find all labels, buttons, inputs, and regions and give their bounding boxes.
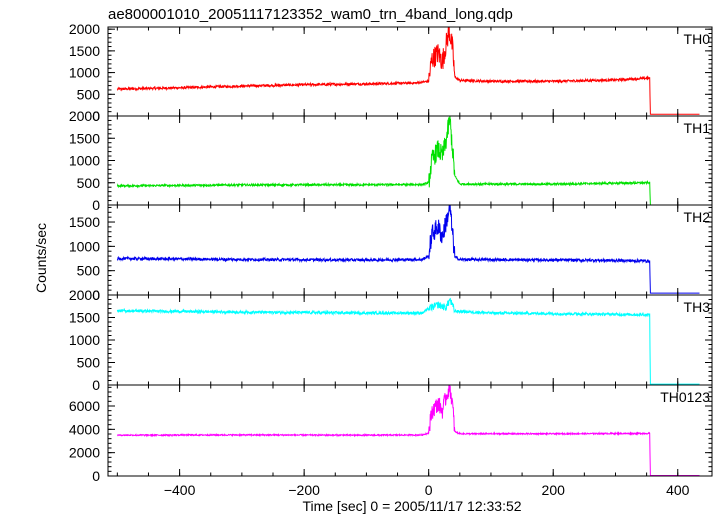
panel-th0123: 0 2000 4000 6000 TH0123 bbox=[69, 384, 713, 484]
x-tick-label: 200 bbox=[542, 482, 566, 498]
panel-frame bbox=[107, 384, 713, 477]
x-tick-label: 400 bbox=[666, 482, 690, 498]
panel-th1: 0 500 1000 1500 2000 TH1 bbox=[69, 108, 713, 213]
y-tick-label: 1500 bbox=[69, 43, 100, 59]
panel-frame bbox=[107, 204, 713, 296]
y-tick-label: 2000 bbox=[69, 287, 100, 303]
y-axis-label: Counts/sec bbox=[33, 223, 49, 293]
panel-frame bbox=[107, 115, 713, 206]
y-tick-label: 0 bbox=[92, 468, 100, 484]
panel-th2: 0 500 1000 1500 TH2 bbox=[69, 204, 713, 303]
y-tick-label: 4000 bbox=[69, 421, 100, 437]
y-tick-label: 0 bbox=[92, 287, 100, 303]
panel-frame bbox=[107, 294, 713, 386]
panel-th3: 0 500 1000 1500 2000 TH3 bbox=[69, 287, 713, 393]
y-tick-label: 500 bbox=[77, 355, 101, 371]
y-tick-label: 6000 bbox=[69, 398, 100, 414]
y-tick-label: 500 bbox=[77, 263, 101, 279]
series-line-th3 bbox=[116, 297, 700, 385]
series-label-th1: TH1 bbox=[684, 120, 711, 136]
series-line-th0123 bbox=[116, 384, 700, 476]
x-tick-label: 0 bbox=[425, 482, 433, 498]
panel-th0: 0 500 1000 1500 2000 TH0 bbox=[69, 21, 713, 124]
y-tick-label: 1500 bbox=[69, 130, 100, 146]
series-line-th1 bbox=[116, 115, 700, 206]
y-tick-label: 1000 bbox=[69, 238, 100, 254]
x-axis-label: Time [sec] 0 = 2005/11/17 12:33:52 bbox=[302, 498, 521, 514]
x-tick-label: −200 bbox=[288, 482, 320, 498]
y-tick-label: 2000 bbox=[69, 108, 100, 124]
y-tick-label: 2000 bbox=[69, 445, 100, 461]
y-tick-label: 0 bbox=[92, 197, 100, 213]
panel-frame bbox=[107, 26, 713, 117]
y-tick-label: 0 bbox=[92, 377, 100, 393]
series-line-th2 bbox=[116, 204, 700, 294]
y-tick-label: 1500 bbox=[69, 214, 100, 230]
chart-panels: 0500100015002000TH00500100015002000TH105… bbox=[69, 21, 713, 498]
y-tick-label: 500 bbox=[77, 175, 101, 191]
series-label-th0: TH0 bbox=[684, 31, 711, 47]
series-label-th0123: TH0123 bbox=[660, 389, 710, 405]
y-tick-label: 2000 bbox=[69, 21, 100, 37]
series-label-th2: TH2 bbox=[684, 209, 711, 225]
y-tick-label: 1000 bbox=[69, 65, 100, 81]
x-tick-label: −400 bbox=[164, 482, 196, 498]
series-label-th3: TH3 bbox=[684, 299, 711, 315]
series-line-th0 bbox=[116, 26, 700, 115]
y-tick-label: 1000 bbox=[69, 332, 100, 348]
chart-title: ae800001010_20051117123352_wam0_trn_4ban… bbox=[108, 6, 513, 23]
y-tick-label: 1000 bbox=[69, 153, 100, 169]
y-tick-label: 1500 bbox=[69, 310, 100, 326]
y-tick-label: 500 bbox=[77, 86, 101, 102]
y-tick-label: 0 bbox=[92, 108, 100, 124]
